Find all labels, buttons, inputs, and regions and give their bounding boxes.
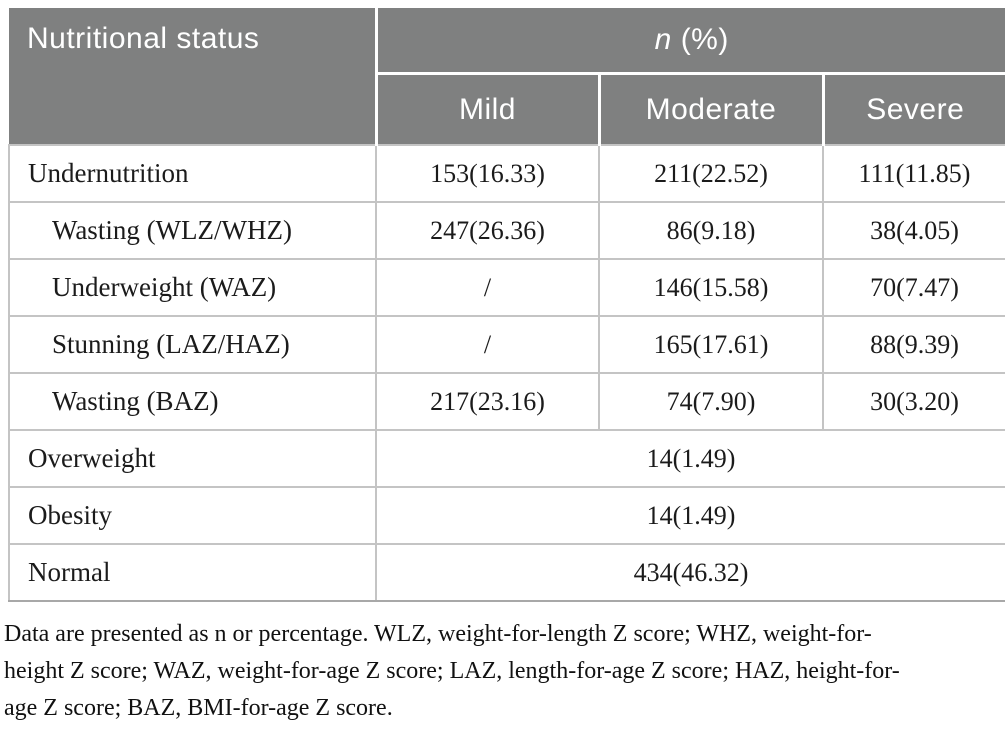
footnote-line: height Z score; WAZ, weight-for-age Z sc… (4, 658, 900, 684)
table-header: Nutritional status n (%) Mild Moderate S… (9, 8, 1005, 145)
footnote-line: age Z score; BAZ, BMI-for-age Z score. (4, 695, 393, 721)
table-row-underweight-waz: Underweight (WAZ) / 146(15.58) 70(7.47) (8, 258, 1005, 317)
header-percent: (%) (671, 23, 729, 57)
subheader-moderate: Moderate (597, 73, 823, 145)
row-label: Underweight (WAZ) (8, 258, 377, 317)
footnote-line: Data are presented as n or percentage. W… (4, 621, 872, 647)
cell-merged-value: 434(46.32) (374, 543, 1005, 602)
table-row-stunning-laz-haz: Stunning (LAZ/HAZ) / 165(17.61) 88(9.39) (8, 315, 1005, 374)
header-n-percent: n (%) (374, 8, 1005, 76)
nutritional-status-table: Nutritional status n (%) Mild Moderate S… (8, 8, 1005, 602)
subheader-severe: Severe (821, 73, 1005, 145)
header-row-group: Nutritional status n (%) (9, 8, 1005, 145)
header-row-severity: Mild Moderate Severe (9, 73, 1005, 145)
table-row-obesity: Obesity 14(1.49) (8, 486, 1005, 545)
cell-mild: / (375, 315, 600, 374)
subheader-mild: Mild (374, 73, 599, 145)
row-label: Stunning (LAZ/HAZ) (8, 315, 377, 374)
cell-mild: 217(23.16) (375, 372, 600, 431)
cell-moderate: 86(9.18) (598, 201, 824, 260)
cell-severe: 88(9.39) (821, 315, 1005, 374)
row-label: Wasting (BAZ) (8, 372, 377, 431)
row-label: Normal (8, 543, 377, 602)
cell-moderate: 165(17.61) (598, 315, 824, 374)
cell-mild: 153(16.33) (375, 144, 600, 203)
header-nutritional-status-label: Nutritional status (27, 22, 260, 55)
row-label: Wasting (WLZ/WHZ) (8, 201, 377, 260)
cell-merged-value: 14(1.49) (374, 429, 1005, 488)
cell-mild: / (375, 258, 600, 317)
cell-moderate: 146(15.58) (598, 258, 824, 317)
cell-mild: 247(26.36) (375, 201, 600, 260)
header-nutritional-status: Nutritional status (9, 8, 376, 145)
cell-severe: 38(4.05) (821, 201, 1005, 260)
cell-moderate: 74(7.90) (598, 372, 824, 431)
header-n-italic: n (654, 23, 672, 57)
cell-merged-value: 14(1.49) (374, 486, 1005, 545)
table-body: Undernutrition 153(16.33) 211(22.52) 111… (8, 144, 1005, 602)
table-row-wasting-wlz-whz: Wasting (WLZ/WHZ) 247(26.36) 86(9.18) 38… (8, 201, 1005, 260)
table-footnote: Data are presented as n or percentage. W… (2, 616, 1005, 727)
table-row-wasting-baz: Wasting (BAZ) 217(23.16) 74(7.90) 30(3.2… (8, 372, 1005, 431)
row-label: Obesity (8, 486, 377, 545)
cell-severe: 70(7.47) (821, 258, 1005, 317)
cell-severe: 111(11.85) (821, 144, 1005, 203)
cell-severe: 30(3.20) (821, 372, 1005, 431)
table-row-undernutrition: Undernutrition 153(16.33) 211(22.52) 111… (8, 144, 1005, 203)
row-label: Overweight (8, 429, 377, 488)
cell-moderate: 211(22.52) (598, 144, 824, 203)
row-label: Undernutrition (8, 144, 377, 203)
table-row-normal: Normal 434(46.32) (8, 543, 1005, 602)
table-row-overweight: Overweight 14(1.49) (8, 429, 1005, 488)
